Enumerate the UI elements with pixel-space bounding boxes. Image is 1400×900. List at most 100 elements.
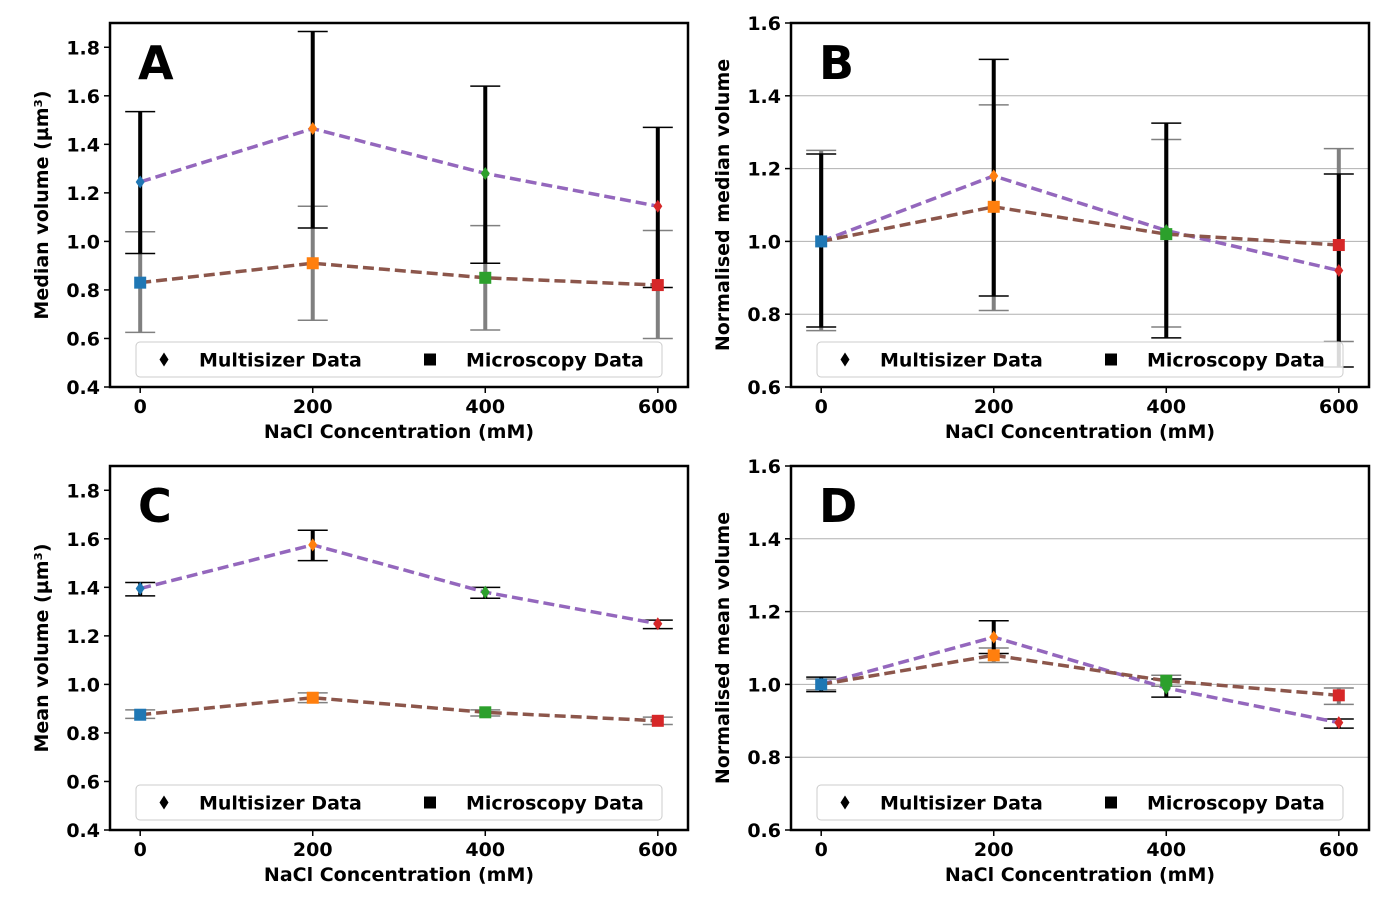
- x-tick-label: 400: [1146, 396, 1186, 418]
- legend-marker-diamond: [159, 795, 169, 810]
- y-tick-label: 1.0: [66, 674, 100, 696]
- legend-label: Microscopy Data: [466, 793, 644, 815]
- legend-label: Multisizer Data: [199, 793, 362, 815]
- data-point-square: [1160, 228, 1173, 241]
- data-point-diamond: [135, 175, 145, 189]
- data-point-square: [306, 257, 319, 270]
- y-tick-label: 0.8: [66, 280, 100, 302]
- data-point-square: [815, 678, 828, 691]
- x-tick-label: 200: [974, 839, 1014, 861]
- legend: Multisizer Data Microscopy Data: [816, 784, 1344, 821]
- panel-c: 0.4 0.6 0.8 1.0 1.2 1.4 1.6 1.8 0 200 400 600 NaCl C…: [31, 464, 690, 886]
- legend-marker-square: [1105, 353, 1117, 366]
- panel-letter: D: [819, 479, 857, 533]
- data-point-square: [134, 276, 147, 289]
- y-tick-label: 1.2: [747, 159, 781, 181]
- data-point-square: [479, 706, 492, 719]
- y-tick-label: 0.4: [66, 820, 100, 842]
- data-point-diamond: [480, 585, 490, 599]
- x-axis-label: NaCl Concentration (mM): [945, 421, 1215, 443]
- series-line: [820, 653, 1339, 698]
- data-point-square: [651, 714, 664, 727]
- x-tick-label: 0: [134, 396, 147, 418]
- y-tick-label: 0.6: [747, 377, 781, 399]
- series-line: [820, 635, 1340, 725]
- panel-d: 0.6 0.8 1.0 1.2 1.4 1.6 0 200 400 600 NaCl Concent…: [712, 456, 1371, 886]
- x-tick-label: 600: [638, 839, 678, 861]
- series-line: [139, 126, 659, 208]
- panel-letter: C: [138, 479, 172, 533]
- plot-frame: [789, 464, 1371, 832]
- plot-frame: [108, 21, 690, 389]
- data-point-square: [987, 200, 1000, 213]
- data-point-diamond: [653, 199, 663, 213]
- y-tick-label: 0.4: [66, 377, 100, 399]
- y-tick-label: 1.6: [66, 86, 100, 108]
- legend-label: Multisizer Data: [880, 793, 1043, 815]
- y-tick-label: 1.6: [747, 456, 781, 478]
- y-tick-label: 1.0: [747, 231, 781, 253]
- legend-label: Microscopy Data: [466, 350, 644, 372]
- data-point-square: [306, 691, 319, 704]
- y-tick-label: 0.8: [66, 723, 100, 745]
- data-point-square: [1160, 674, 1173, 687]
- plot-frame: [789, 21, 1371, 389]
- y-axis-label: Median volume (µm³): [31, 90, 53, 319]
- data-point-diamond: [308, 538, 318, 552]
- y-tick-label: 0.6: [66, 328, 100, 350]
- data-point-square: [1332, 689, 1345, 702]
- legend-label: Microscopy Data: [1147, 350, 1325, 372]
- legend: Multisizer Data Microscopy Data: [135, 784, 663, 821]
- y-tick-label: 1.6: [747, 13, 781, 35]
- y-tick-label: 1.4: [747, 86, 781, 108]
- y-tick-label: 1.2: [66, 626, 100, 648]
- legend: Multisizer Data Microscopy Data: [135, 341, 663, 378]
- data-point-square: [1332, 239, 1345, 252]
- series-line: [140, 695, 658, 723]
- data-point-diamond: [1334, 264, 1344, 278]
- x-tick-label: 200: [293, 396, 333, 418]
- panel-a: 0.4 0.6 0.8 1.0 1.2 1.4 1.6 1.8 0 200 400 600 NaCl C…: [31, 21, 690, 443]
- y-tick-label: 0.8: [747, 747, 781, 769]
- y-tick-label: 1.2: [66, 183, 100, 205]
- data-point-square: [134, 708, 147, 721]
- x-axis-label: NaCl Concentration (mM): [945, 864, 1215, 886]
- y-tick-label: 0.8: [747, 304, 781, 326]
- legend-marker-diamond: [840, 795, 850, 810]
- x-axis-label: NaCl Concentration (mM): [264, 864, 534, 886]
- legend: Multisizer Data Microscopy Data: [816, 341, 1344, 378]
- legend-label: Multisizer Data: [880, 350, 1043, 372]
- x-tick-label: 600: [638, 396, 678, 418]
- panel-b: 0.6 0.8 1.0 1.2 1.4 1.6 0 200 400 600 NaCl Concent…: [712, 13, 1371, 443]
- legend-box: [816, 784, 1344, 821]
- x-tick-label: 200: [974, 396, 1014, 418]
- series-line: [139, 261, 658, 287]
- x-tick-label: 0: [815, 839, 828, 861]
- y-tick-label: 1.4: [747, 529, 781, 551]
- x-tick-label: 0: [134, 839, 147, 861]
- data-point-square: [815, 235, 828, 248]
- legend-marker-square: [424, 353, 436, 366]
- y-tick-label: 0.6: [747, 820, 781, 842]
- series-line: [820, 174, 1340, 273]
- y-axis-label: Normalised median volume: [712, 59, 734, 351]
- plot-frame: [108, 464, 690, 832]
- x-tick-label: 200: [293, 839, 333, 861]
- y-tick-label: 1.0: [66, 231, 100, 253]
- panel-letter: A: [138, 36, 174, 90]
- y-axis-label: Normalised mean volume: [712, 512, 734, 784]
- data-point-diamond: [308, 122, 318, 136]
- y-axis-label: Mean volume (µm³): [31, 544, 53, 753]
- legend-marker-square: [1105, 796, 1117, 809]
- series-line: [139, 543, 659, 626]
- y-tick-label: 1.2: [747, 602, 781, 624]
- data-point-diamond: [989, 630, 999, 644]
- x-tick-label: 600: [1319, 839, 1359, 861]
- data-point-diamond: [989, 169, 999, 183]
- y-tick-label: 1.4: [66, 134, 100, 156]
- legend-box: [816, 341, 1344, 378]
- data-point-square: [651, 279, 664, 292]
- y-tick-label: 0.6: [66, 771, 100, 793]
- legend-box: [135, 341, 663, 378]
